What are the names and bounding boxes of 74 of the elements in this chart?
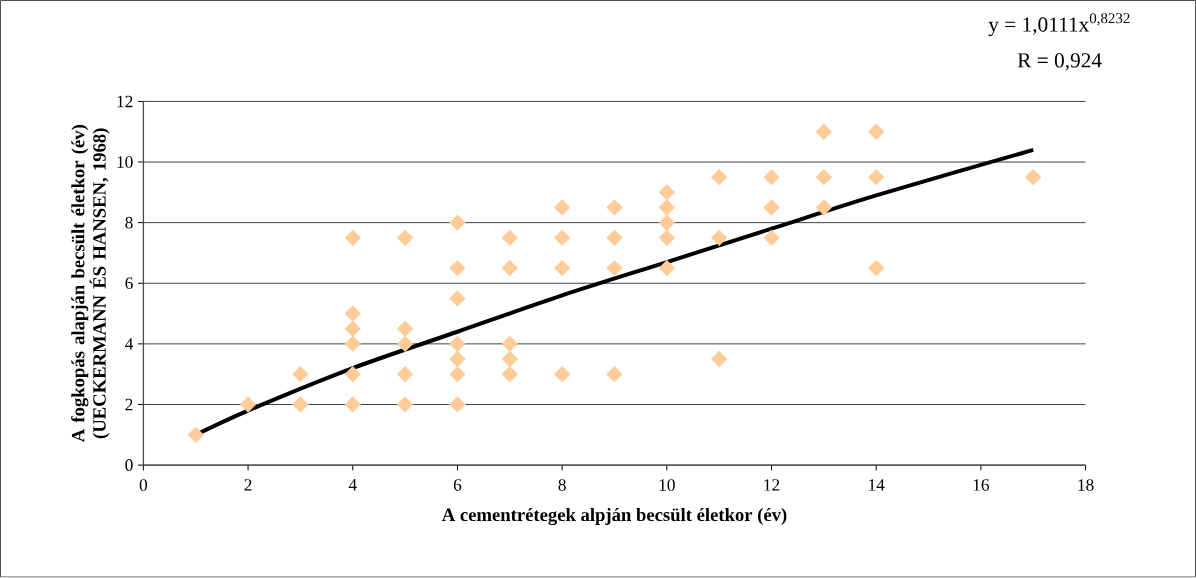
x-tick-label: 6 <box>453 479 462 492</box>
y-tick-label: 12 <box>117 95 133 108</box>
y-tick-label: 0 <box>125 459 133 472</box>
point <box>396 229 414 247</box>
point <box>501 260 518 277</box>
point <box>815 123 833 141</box>
point <box>396 320 414 338</box>
y-tick-label: 8 <box>125 217 133 229</box>
point <box>553 260 571 277</box>
point <box>606 260 623 277</box>
x-tick-label: 10 <box>659 479 675 492</box>
point <box>449 290 466 307</box>
point <box>501 335 518 353</box>
y-axis-title: A fogkopás alapján becsült életkor (év) (UECKERMANN ÉS HANSEN, 1968) <box>71 125 110 443</box>
point <box>815 169 833 186</box>
point <box>868 169 885 186</box>
point <box>449 351 466 368</box>
point <box>449 260 466 277</box>
point <box>396 335 414 353</box>
point <box>553 366 571 383</box>
point <box>658 214 676 232</box>
x-axis-title: A cementrétegek alpján becsült életkor (év) <box>441 508 787 526</box>
point <box>344 229 361 247</box>
y-tick-label: 6 <box>125 277 133 290</box>
point <box>344 335 361 353</box>
point <box>396 396 414 413</box>
point <box>1025 169 1042 186</box>
point <box>763 229 780 247</box>
point <box>344 320 361 338</box>
point <box>449 396 466 413</box>
y-tick-label: 2 <box>125 399 133 411</box>
point <box>606 199 623 216</box>
point <box>501 229 518 247</box>
point <box>868 123 885 141</box>
point <box>710 351 728 368</box>
point <box>449 366 466 383</box>
point <box>553 229 571 247</box>
point <box>553 199 571 216</box>
point <box>239 396 257 413</box>
x-tick-label: 14 <box>869 479 885 491</box>
point <box>658 260 676 277</box>
point <box>658 199 676 216</box>
point <box>710 229 728 247</box>
point <box>606 229 623 247</box>
point <box>868 260 885 277</box>
x-tick-label: 18 <box>1078 479 1094 492</box>
point <box>501 351 518 368</box>
point <box>658 229 676 247</box>
x-tick-label: 12 <box>764 479 780 491</box>
point <box>344 396 361 413</box>
x-tick-label: 8 <box>558 479 566 492</box>
x-tick-label: 16 <box>973 479 990 492</box>
point <box>658 184 676 201</box>
point <box>763 169 780 186</box>
point <box>344 366 361 383</box>
point <box>815 199 833 216</box>
x-tick-label: 4 <box>348 479 357 491</box>
point <box>606 366 623 383</box>
x-tick-label: 2 <box>244 479 252 491</box>
x-tick-label: 0 <box>139 479 148 492</box>
point <box>292 366 309 383</box>
point <box>710 169 728 186</box>
point <box>449 335 466 353</box>
point <box>396 366 414 383</box>
point <box>449 214 466 232</box>
point <box>344 305 361 322</box>
point <box>501 366 518 383</box>
text: y = 1,0111x$^{0,8232}$ <box>988 13 1130 37</box>
point <box>292 396 309 413</box>
point <box>763 199 780 216</box>
y-tick-label: 10 <box>117 156 133 169</box>
text: R = 0,924 <box>1017 53 1102 71</box>
y-tick-label: 4 <box>125 338 134 350</box>
point <box>187 426 204 444</box>
